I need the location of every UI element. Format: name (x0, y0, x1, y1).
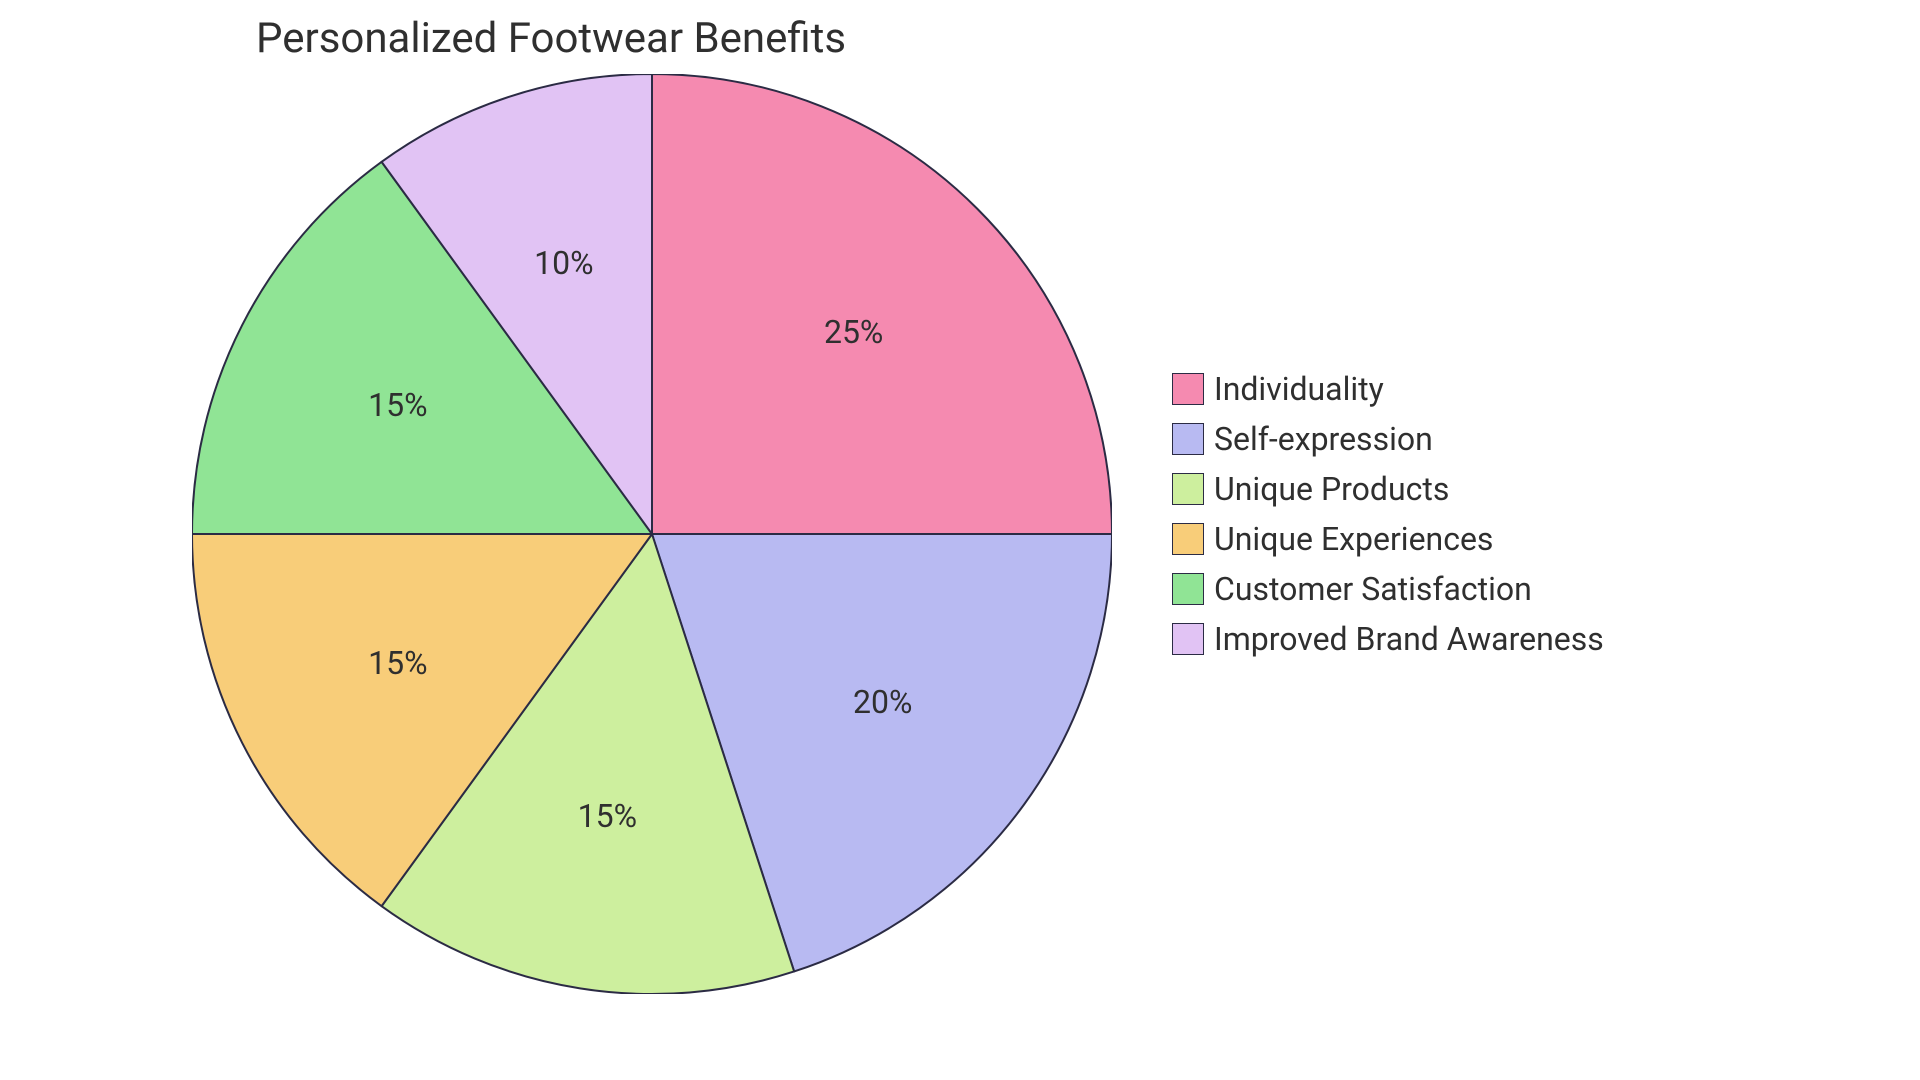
slice-percent-label: 25% (824, 313, 883, 351)
legend-swatch (1172, 523, 1204, 555)
legend-label: Customer Satisfaction (1214, 570, 1532, 608)
legend-item: Self-expression (1172, 420, 1604, 458)
legend-swatch (1172, 423, 1204, 455)
slice-percent-label: 15% (368, 644, 427, 682)
slice-percent-label: 15% (368, 386, 427, 424)
slice-percent-label: 15% (578, 797, 637, 835)
chart-container: Personalized Footwear Benefits 25% 20% 15%… (0, 0, 1920, 1080)
legend-label: Individuality (1214, 370, 1384, 408)
slice-percent-label: 10% (534, 244, 593, 282)
chart-title: Personalized Footwear Benefits (256, 14, 846, 63)
legend-label: Improved Brand Awareness (1214, 620, 1604, 658)
legend-item: Individuality (1172, 370, 1604, 408)
slice-percent-label: 20% (853, 683, 912, 721)
legend-label: Unique Products (1214, 470, 1449, 508)
legend-swatch (1172, 473, 1204, 505)
legend: Individuality Self-expression Unique Produ… (1172, 364, 1604, 664)
legend-item: Unique Products (1172, 470, 1604, 508)
legend-item: Unique Experiences (1172, 520, 1604, 558)
legend-label: Self-expression (1214, 420, 1433, 458)
legend-item: Improved Brand Awareness (1172, 620, 1604, 658)
pie-slice (652, 74, 1112, 534)
legend-item: Customer Satisfaction (1172, 570, 1604, 608)
pie-svg (192, 74, 1112, 994)
legend-label: Unique Experiences (1214, 520, 1493, 558)
legend-swatch (1172, 623, 1204, 655)
pie-chart: 25% 20% 15% 15% 15% 10% (192, 74, 1112, 994)
legend-swatch (1172, 573, 1204, 605)
legend-swatch (1172, 373, 1204, 405)
